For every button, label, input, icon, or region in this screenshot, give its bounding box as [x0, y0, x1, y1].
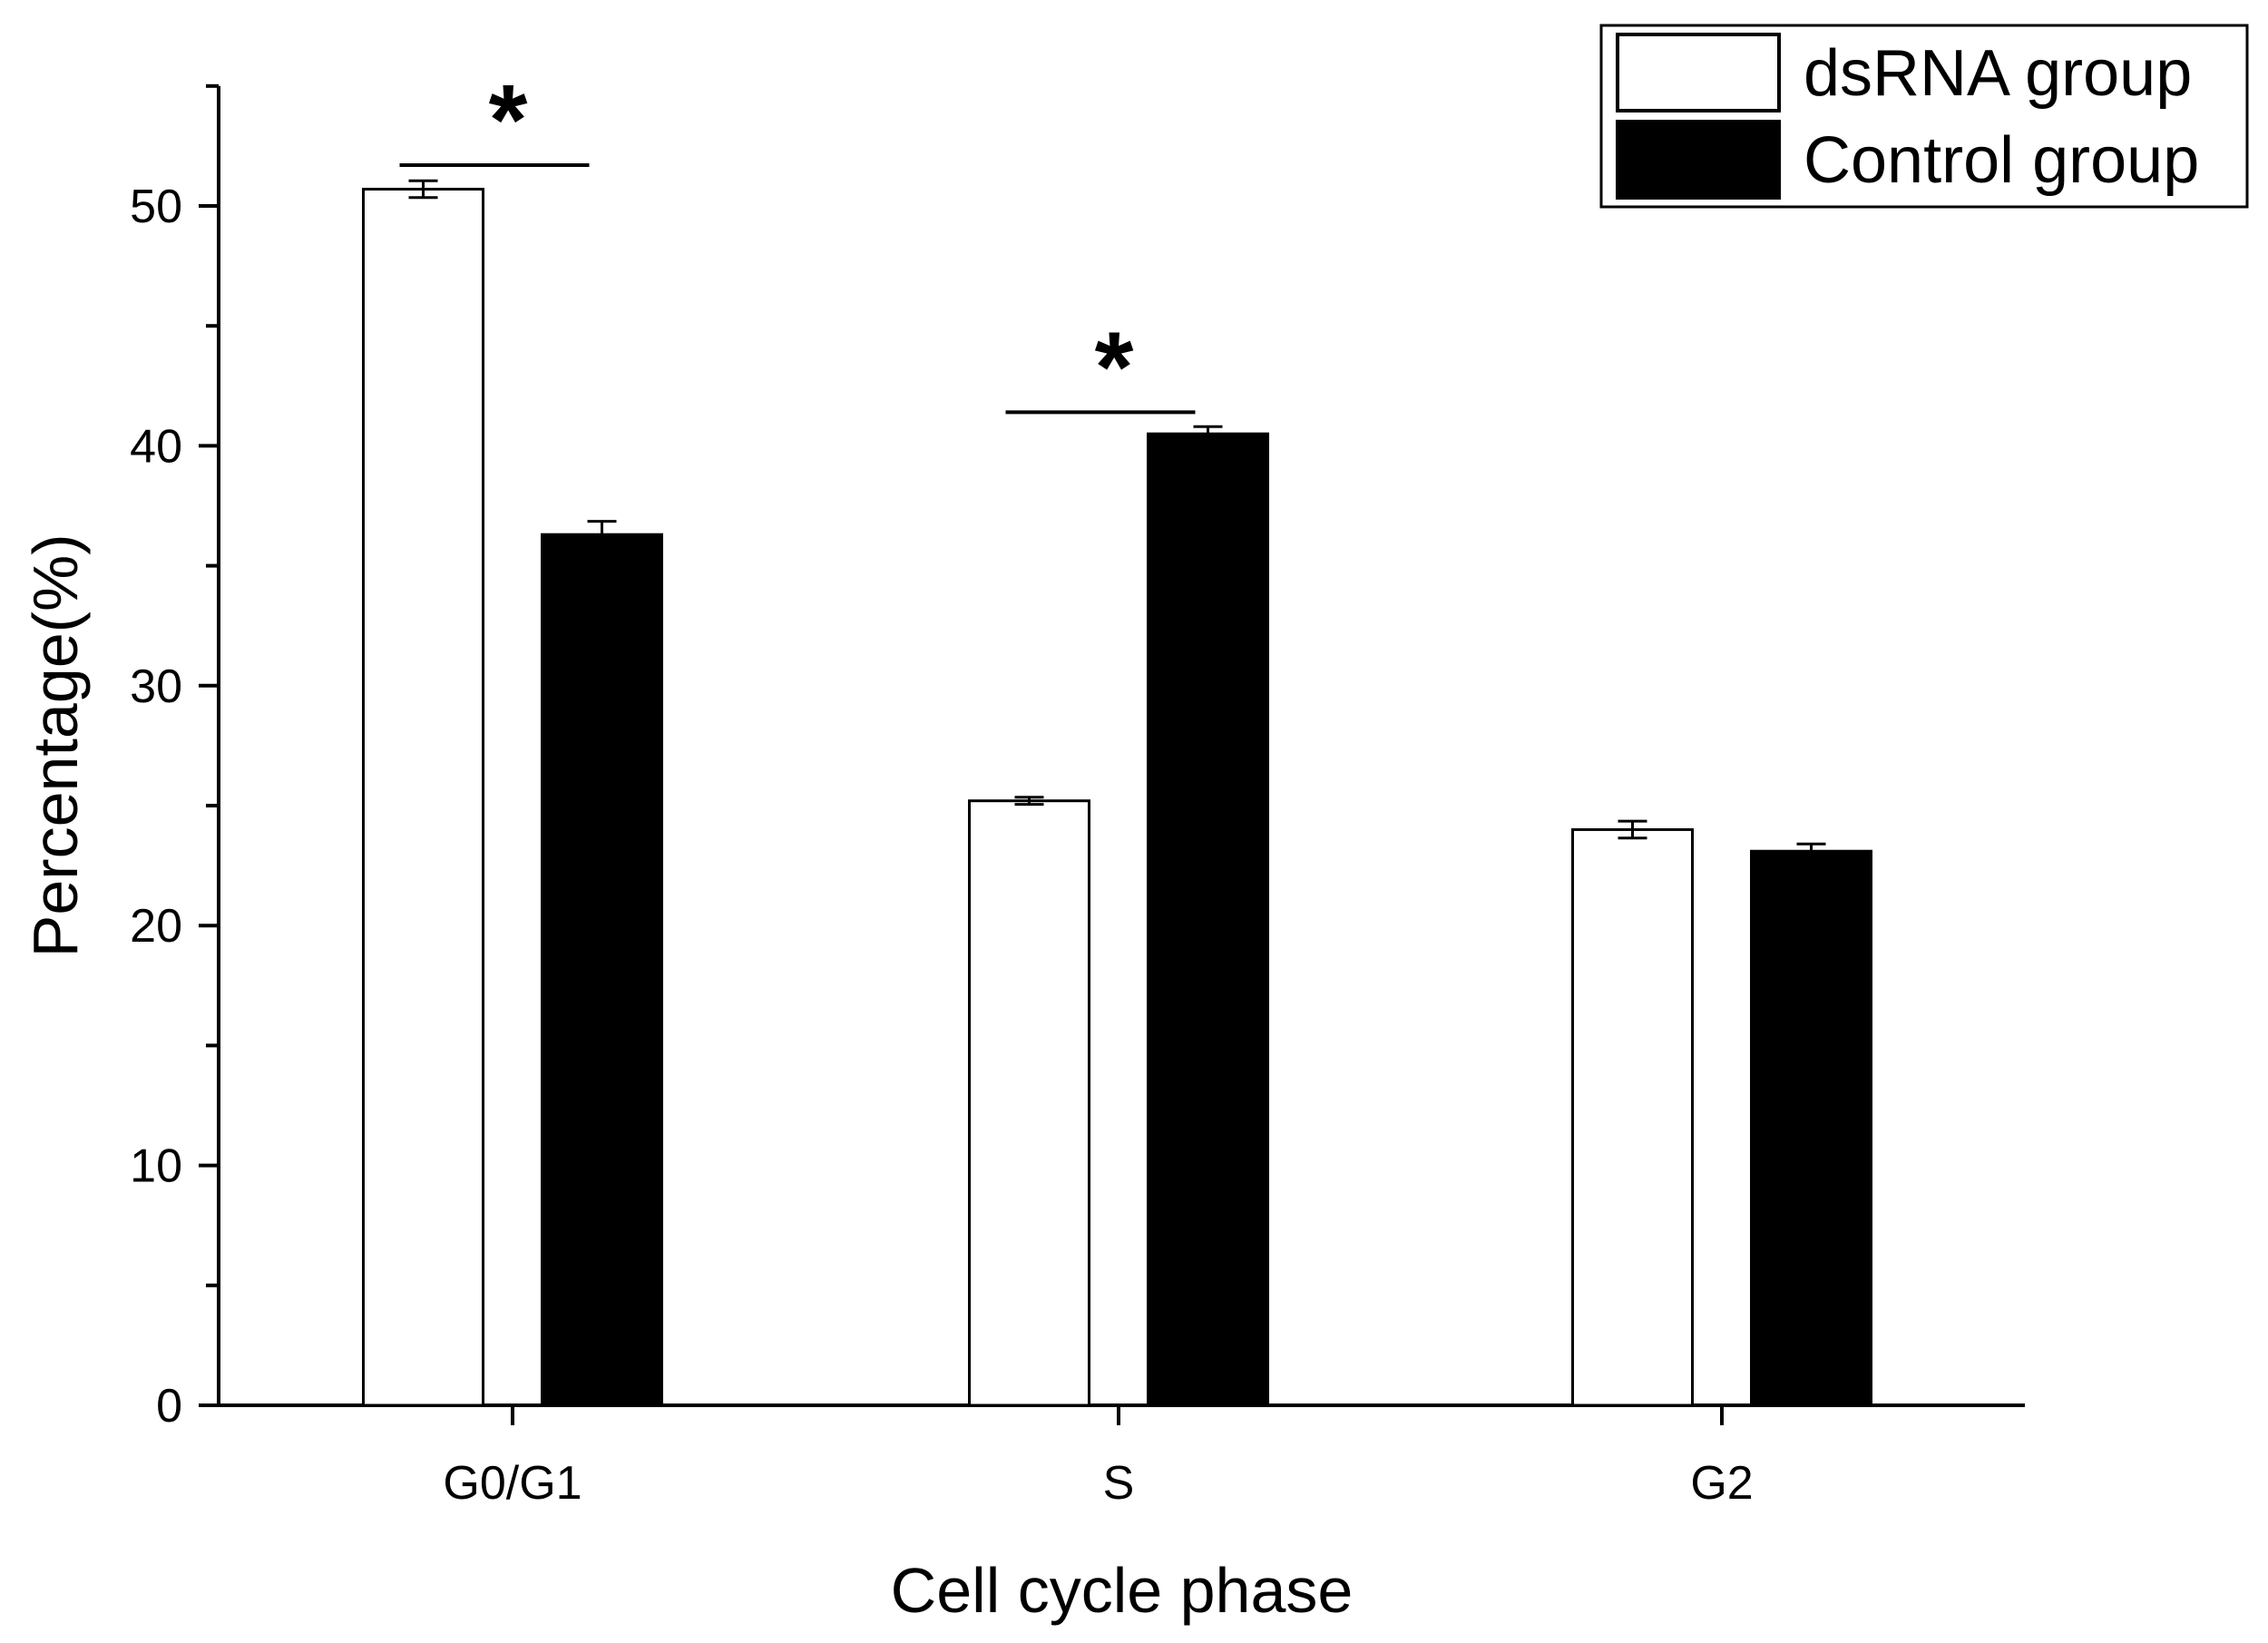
legend-label: dsRNA group — [1804, 37, 2192, 110]
x-tick-label: G2 — [1690, 1457, 1753, 1510]
bar — [1147, 432, 1269, 1407]
bar — [1750, 849, 1872, 1407]
bars — [362, 179, 1872, 1407]
bar — [362, 187, 484, 1407]
axes: 0 10 20 30 40 50 G0/G1 S G2 — [130, 83, 2025, 1510]
x-axis-title: Cell cycle phase — [891, 1555, 1354, 1626]
bar — [1571, 827, 1694, 1407]
y-tick-label: 20 — [130, 900, 182, 953]
x-tick-label: S — [1103, 1457, 1135, 1510]
significance-star: * — [1095, 311, 1134, 423]
significance-star: * — [489, 64, 528, 176]
legend-label: Control group — [1804, 124, 2199, 197]
bar — [541, 533, 663, 1407]
bar — [968, 799, 1090, 1407]
y-tick-label: 50 — [130, 181, 182, 233]
y-tick-label: 30 — [130, 660, 182, 713]
y-tick-label: 10 — [130, 1140, 182, 1193]
y-tick-label: 40 — [130, 420, 182, 473]
x-tick-label: G0/G1 — [443, 1457, 582, 1510]
legend-swatch — [1616, 33, 1781, 112]
significance-annotations: ** — [399, 64, 1196, 423]
y-tick-label: 0 — [156, 1380, 182, 1433]
legend: dsRNA group Control group — [1599, 24, 2249, 209]
y-axis-title: Percentage(%) — [20, 533, 91, 957]
legend-swatch — [1616, 120, 1781, 200]
